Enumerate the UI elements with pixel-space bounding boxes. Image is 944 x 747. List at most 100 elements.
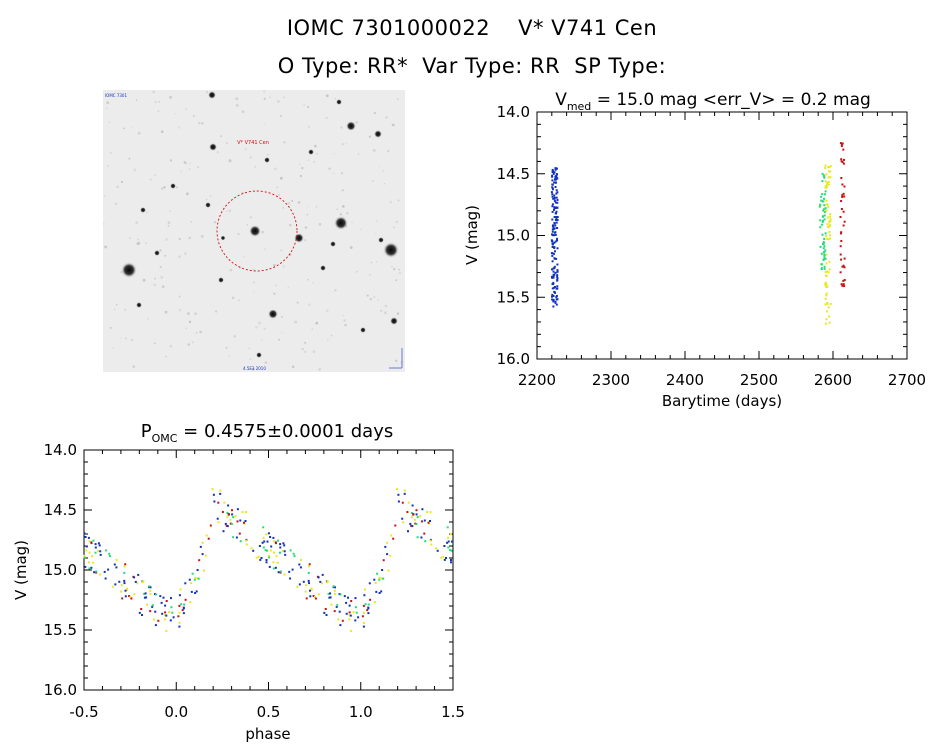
background-speck [333, 152, 335, 155]
background-speck [178, 255, 181, 258]
data-point [826, 310, 829, 313]
data-point [829, 165, 832, 168]
data-point [552, 305, 555, 308]
x-tick-label: 2300 [592, 371, 630, 389]
background-speck [114, 202, 117, 205]
data-point [551, 168, 554, 171]
data-point [389, 554, 392, 557]
data-point [151, 605, 154, 608]
data-point [554, 168, 557, 171]
finder-corner-label: IOMC 7301 [105, 93, 127, 98]
data-point [820, 263, 823, 266]
data-point [826, 302, 829, 305]
data-point [821, 172, 824, 175]
data-point [375, 590, 378, 593]
object-type: O Type: RR* [277, 54, 409, 78]
data-point [329, 596, 332, 599]
y-tick-label: 15.5 [497, 288, 530, 306]
data-point [411, 504, 414, 507]
data-point [824, 232, 827, 235]
background-speck [376, 261, 378, 263]
background-speck [384, 304, 388, 308]
data-point [556, 277, 559, 280]
data-point [827, 183, 830, 186]
data-point [551, 210, 554, 213]
data-point [827, 271, 830, 274]
data-point [829, 170, 832, 173]
data-point [165, 614, 168, 617]
background-speck [249, 216, 252, 219]
background-speck [395, 279, 398, 282]
data-point [416, 516, 419, 519]
background-speck [189, 162, 191, 165]
data-point [85, 549, 88, 552]
background-speck [287, 286, 289, 288]
background-speck [311, 328, 313, 330]
data-point [195, 590, 198, 593]
data-point [225, 524, 228, 527]
data-point [426, 511, 429, 513]
data-point [449, 533, 452, 536]
data-point [181, 609, 184, 612]
data-point [123, 582, 126, 585]
background-speck [104, 245, 108, 249]
background-speck [215, 310, 218, 313]
data-point [99, 573, 102, 576]
data-point [411, 525, 414, 528]
background-speck [288, 223, 292, 227]
background-speck [371, 179, 374, 183]
data-point [406, 511, 409, 513]
background-speck [341, 189, 344, 192]
data-point [556, 269, 559, 272]
background-speck [326, 338, 329, 341]
data-point [552, 273, 555, 276]
y-tick-label: 15.0 [497, 227, 530, 245]
data-point [238, 532, 241, 535]
data-point [556, 237, 558, 240]
data-point [843, 285, 846, 288]
data-point [822, 219, 824, 222]
data-point [273, 551, 275, 554]
background-speck [385, 116, 388, 119]
data-point [320, 582, 323, 585]
data-point [178, 594, 181, 597]
background-speck [178, 295, 181, 298]
data-point [410, 516, 413, 519]
data-point [827, 176, 830, 179]
data-point [554, 219, 557, 221]
data-point [551, 254, 554, 257]
data-point [554, 212, 557, 215]
data-point [83, 556, 86, 559]
data-point [212, 493, 215, 496]
data-point [382, 577, 385, 580]
data-point [552, 172, 555, 175]
data-point [819, 226, 822, 229]
background-speck [334, 97, 337, 100]
data-point [556, 191, 559, 194]
data-point [152, 618, 155, 621]
data-point [386, 541, 389, 544]
data-point [825, 199, 828, 202]
data-point [134, 580, 137, 583]
background-speck [263, 123, 266, 125]
data-point [378, 592, 381, 594]
data-point [824, 270, 827, 273]
data-point [551, 275, 553, 278]
data-point [209, 524, 212, 527]
data-point [554, 178, 556, 181]
data-point [260, 557, 263, 559]
data-point [298, 583, 301, 586]
data-point [245, 511, 247, 514]
data-point [445, 557, 447, 559]
data-point [827, 180, 830, 183]
data-point [826, 285, 829, 288]
background-speck [395, 359, 398, 362]
star [121, 262, 137, 278]
background-speck [392, 226, 395, 229]
data-point [348, 614, 351, 617]
data-point [553, 247, 556, 249]
data-point [87, 561, 90, 564]
data-point [551, 228, 554, 231]
data-point [551, 293, 554, 296]
data-point [840, 283, 843, 286]
